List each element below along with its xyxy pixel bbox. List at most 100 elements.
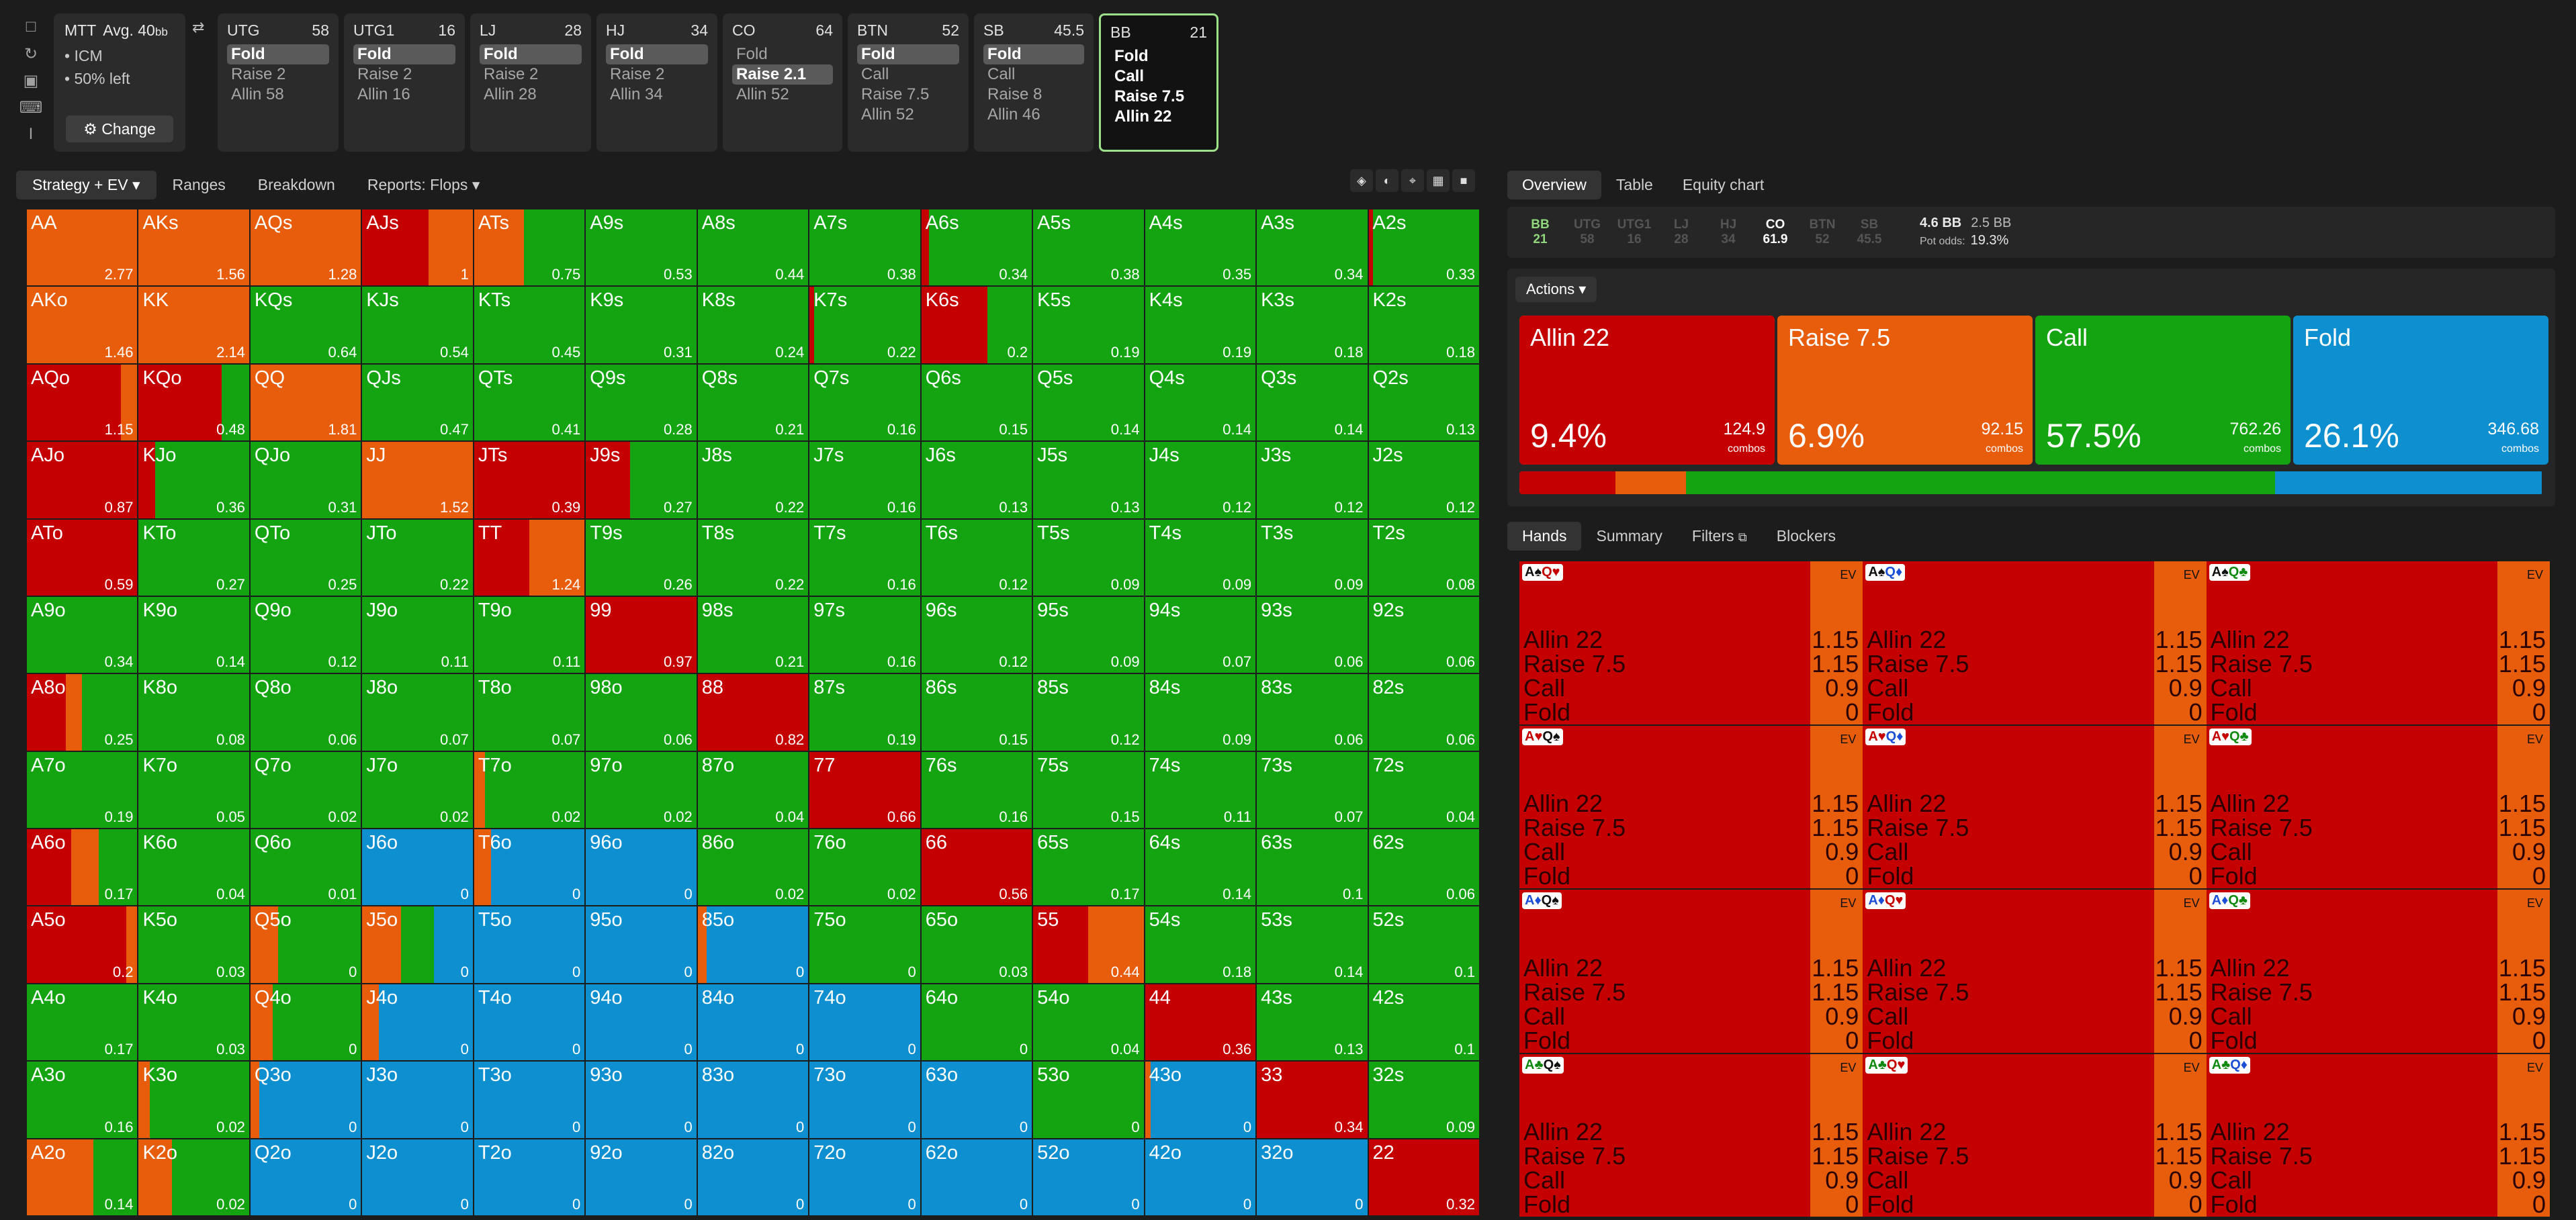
hand-cell[interactable]: 82o 0 <box>697 1139 809 1215</box>
grid-view-icon[interactable]: ▦ <box>1427 169 1450 192</box>
hand-cell[interactable]: 77 0.66 <box>809 751 920 829</box>
hand-cell[interactable]: Q5o 0 <box>250 906 361 983</box>
hand-cell[interactable]: Q7o 0.02 <box>250 751 361 829</box>
tab-summary[interactable]: Summary <box>1596 526 1662 545</box>
change-button[interactable]: ⚙ Change <box>66 115 173 142</box>
tab-overview[interactable]: Overview <box>1507 170 1601 199</box>
hand-cell[interactable]: 72s 0.04 <box>1368 751 1479 829</box>
hand-cell[interactable]: A2o 0.14 <box>27 1139 138 1215</box>
hand-cell[interactable]: J8o 0.07 <box>362 674 473 751</box>
hand-cell[interactable]: 64o 0 <box>921 984 1032 1061</box>
hand-cell[interactable]: 85o 0 <box>697 906 809 983</box>
bookmark-icon[interactable]: □ <box>26 17 36 36</box>
hand-cell[interactable]: 92o 0 <box>586 1139 697 1215</box>
hand-combo[interactable]: A♥Q♦ EV Allin 22 1.15 Raise 7.5 1.15 Call 0.9 Fo… <box>1863 725 2207 888</box>
hand-cell[interactable]: J7s 0.16 <box>809 442 920 518</box>
hand-cell[interactable]: AKs 1.56 <box>138 209 249 286</box>
hand-cell[interactable]: A2s 0.33 <box>1368 209 1479 286</box>
hand-cell[interactable]: Q4s 0.14 <box>1145 364 1256 441</box>
hand-cell[interactable]: JTs 0.39 <box>474 442 585 518</box>
hand-combo[interactable]: A♠Q♣ EV Allin 22 1.15 Raise 7.5 1.15 Call 0.9 Fo… <box>2206 561 2550 724</box>
hand-cell[interactable]: K2s 0.18 <box>1368 287 1479 363</box>
position-action[interactable]: Fold <box>353 44 455 64</box>
position-action[interactable]: Call <box>987 65 1016 83</box>
save-icon[interactable]: ▣ <box>23 71 39 90</box>
ranges-tab[interactable]: Ranges <box>172 175 226 193</box>
hand-cell[interactable]: ATo 0.59 <box>27 519 138 596</box>
hand-cell[interactable]: 87s 0.19 <box>809 674 920 751</box>
hand-cell[interactable]: 96o 0 <box>586 829 697 906</box>
hand-cell[interactable]: 22 0.32 <box>1368 1139 1479 1215</box>
hand-combo[interactable]: A♦Q♣ EV Allin 22 1.15 Raise 7.5 1.15 Call 0.9 Fo… <box>2206 890 2550 1053</box>
actions-dropdown[interactable]: Actions ▾ <box>1515 277 1597 302</box>
hand-cell[interactable]: 32o 0 <box>1257 1139 1368 1215</box>
hand-cell[interactable]: Q8o 0.06 <box>250 674 361 751</box>
hand-cell[interactable]: A9o 0.34 <box>27 596 138 673</box>
hand-combo[interactable]: A♣Q♥ EV Allin 22 1.15 Raise 7.5 1.15 Call 0.9 Fo… <box>1863 1053 2207 1217</box>
hand-cell[interactable]: 84s 0.09 <box>1145 674 1256 751</box>
hand-cell[interactable]: J3s 0.12 <box>1257 442 1368 518</box>
hand-cell[interactable]: T2s 0.08 <box>1368 519 1479 596</box>
tab-blockers[interactable]: Blockers <box>1776 526 1836 545</box>
hand-cell[interactable]: A8o 0.25 <box>27 674 138 751</box>
hand-cell[interactable]: K8s 0.24 <box>697 287 809 363</box>
action-card-allin-22[interactable]: Allin 22 9.4% 124.9 combos <box>1519 316 1775 465</box>
hand-cell[interactable]: 97s 0.16 <box>809 596 920 673</box>
hand-cell[interactable]: T4s 0.09 <box>1145 519 1256 596</box>
hand-cell[interactable]: A6s 0.34 <box>921 209 1032 286</box>
hand-cell[interactable]: 74s 0.11 <box>1145 751 1256 829</box>
position-action[interactable]: Call <box>1114 67 1145 85</box>
hand-cell[interactable]: 97o 0.02 <box>586 751 697 829</box>
hand-cell[interactable]: 32s 0.09 <box>1368 1062 1479 1138</box>
position-action[interactable]: Allin 34 <box>610 85 663 103</box>
hand-cell[interactable]: Q2s 0.13 <box>1368 364 1479 441</box>
hand-cell[interactable]: Q3s 0.14 <box>1257 364 1368 441</box>
hand-cell[interactable]: 54s 0.18 <box>1145 906 1256 983</box>
hand-cell[interactable]: 84o 0 <box>697 984 809 1061</box>
gamepad-icon[interactable]: ⌨ <box>19 98 43 117</box>
hand-cell[interactable]: QTs 0.41 <box>474 364 585 441</box>
hand-cell[interactable]: KJo 0.36 <box>138 442 249 518</box>
position-card-co[interactable]: CO 64 Fold Raise 2.1 Allin 52 <box>723 13 842 152</box>
hand-cell[interactable]: K6o 0.04 <box>138 829 249 906</box>
hand-combo[interactable]: A♣Q♦ EV Allin 22 1.15 Raise 7.5 1.15 Call 0.9 Fo… <box>2206 1053 2550 1217</box>
hand-cell[interactable]: 65o 0.03 <box>921 906 1032 983</box>
hand-cell[interactable]: K7o 0.05 <box>138 751 249 829</box>
position-action[interactable]: Allin 46 <box>987 105 1040 124</box>
hand-cell[interactable]: 64s 0.14 <box>1145 829 1256 906</box>
hand-cell[interactable]: 75s 0.15 <box>1033 751 1144 829</box>
hand-cell[interactable]: 42s 0.1 <box>1368 984 1479 1061</box>
hand-cell[interactable]: AJs 1 <box>362 209 473 286</box>
hand-cell[interactable]: 43s 0.13 <box>1257 984 1368 1061</box>
action-card-raise-7-5[interactable]: Raise 7.5 6.9% 92.15 combos <box>1777 316 2033 465</box>
hand-cell[interactable]: KQo 0.48 <box>138 364 249 441</box>
hand-cell[interactable]: 76s 0.16 <box>921 751 1032 829</box>
hand-cell[interactable]: 63o 0 <box>921 1062 1032 1138</box>
tab-filters[interactable]: Filters ⧉ <box>1691 526 1747 545</box>
hand-cell[interactable]: 93o 0 <box>586 1062 697 1138</box>
hand-cell[interactable]: QTo 0.25 <box>250 519 361 596</box>
hand-cell[interactable]: K3o 0.02 <box>138 1062 249 1138</box>
hand-cell[interactable]: T8o 0.07 <box>474 674 585 751</box>
hand-cell[interactable]: QQ 1.81 <box>250 364 361 441</box>
hand-cell[interactable]: 98s 0.21 <box>697 596 809 673</box>
hand-cell[interactable]: A6o 0.17 <box>27 829 138 906</box>
hand-cell[interactable]: Q4o 0 <box>250 984 361 1061</box>
hand-cell[interactable]: A4s 0.35 <box>1145 209 1256 286</box>
position-action[interactable]: Raise 2 <box>231 65 286 83</box>
position-action[interactable]: Fold <box>857 44 959 64</box>
hand-cell[interactable]: 73o 0 <box>809 1062 920 1138</box>
hand-cell[interactable]: T9s 0.26 <box>586 519 697 596</box>
hand-cell[interactable]: 98o 0.06 <box>586 674 697 751</box>
hand-cell[interactable]: T3s 0.09 <box>1257 519 1368 596</box>
hand-cell[interactable]: AA 2.77 <box>27 209 138 286</box>
hand-cell[interactable]: J2s 0.12 <box>1368 442 1479 518</box>
hand-cell[interactable]: A5s 0.38 <box>1033 209 1144 286</box>
hand-cell[interactable]: 52s 0.1 <box>1368 906 1479 983</box>
hand-cell[interactable]: 99 0.97 <box>586 596 697 673</box>
position-card-hj[interactable]: HJ 34 Fold Raise 2 Allin 34 <box>596 13 717 152</box>
hand-cell[interactable]: 92s 0.06 <box>1368 596 1479 673</box>
hand-cell[interactable]: AQo 1.15 <box>27 364 138 441</box>
hand-cell[interactable]: A5o 0.2 <box>27 906 138 983</box>
hand-cell[interactable]: T4o 0 <box>474 984 585 1061</box>
